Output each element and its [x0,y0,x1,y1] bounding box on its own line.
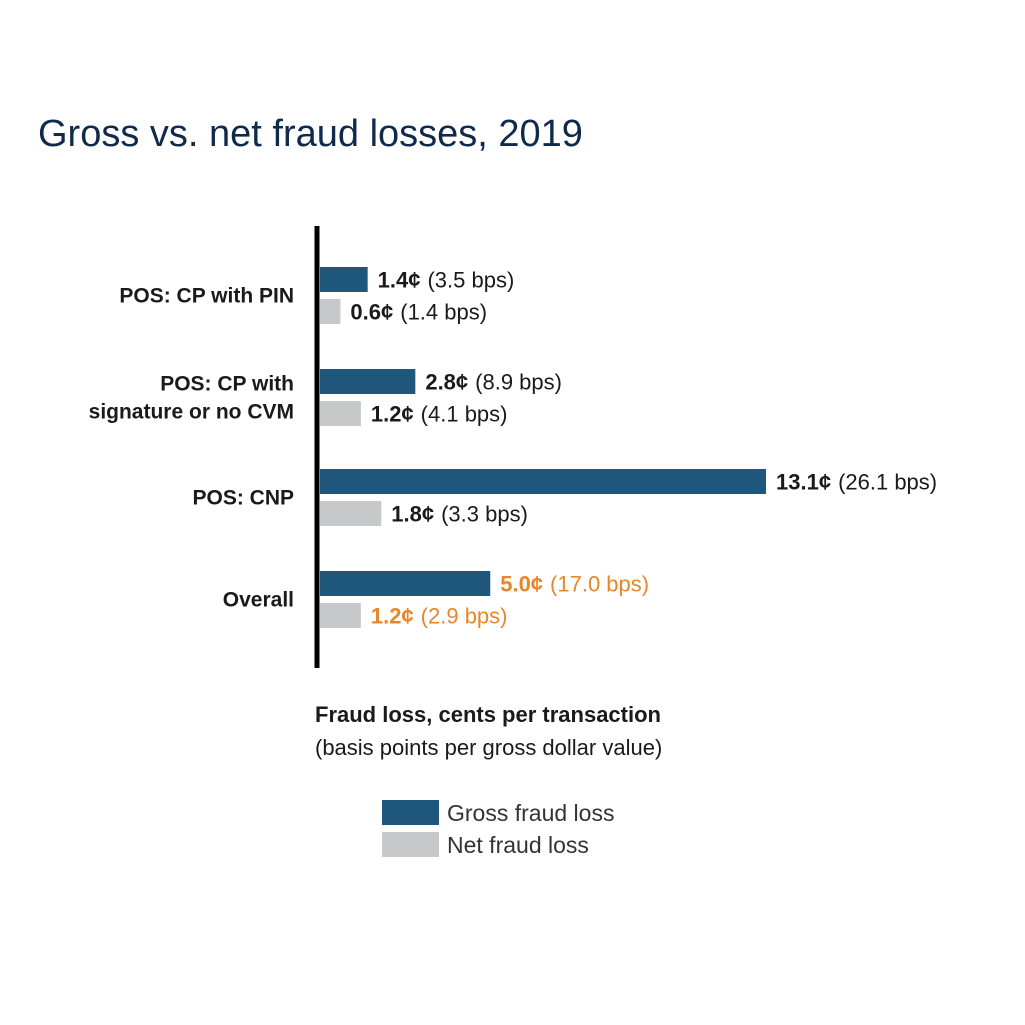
legend-label: Net fraud loss [447,832,589,858]
value-label-main: 1.2¢ [371,402,414,427]
chart-title: Gross vs. net fraud losses, 2019 [38,113,583,155]
net-bar [320,603,361,628]
net-bar [320,299,341,324]
value-label: 1.8¢ (3.3 bps) [391,502,528,527]
net-bar [320,401,361,426]
value-label-bps: (2.9 bps) [421,604,508,629]
legend-label: Gross fraud loss [447,800,614,826]
value-label: 1.2¢ (2.9 bps) [371,604,508,629]
category-label: Overall [223,589,294,612]
category-label-line: signature or no CVM [89,401,294,424]
x-axis-title: Fraud loss, cents per transaction [315,702,661,727]
category-label: POS: CNP [192,487,294,510]
category-label-line: POS: CNP [192,487,294,510]
value-label-bps: (4.1 bps) [421,402,508,427]
category-label-line: Overall [223,589,294,612]
legend: Gross fraud loss Net fraud loss [382,800,614,858]
value-label: 13.1¢ (26.1 bps) [776,470,937,495]
value-label-bps: (8.9 bps) [475,370,562,395]
value-label-main: 1.8¢ [391,502,434,527]
net-bar [320,501,382,526]
category-label: POS: CP with signature or no CVM [89,373,294,424]
gross-bar [320,469,766,494]
gross-bar [320,369,416,394]
value-label-bps: (26.1 bps) [838,470,937,495]
value-label: 5.0¢ (17.0 bps) [500,572,649,597]
value-label: 1.2¢ (4.1 bps) [371,402,508,427]
value-label-bps: (3.3 bps) [441,502,528,527]
value-label-main: 1.4¢ [378,268,421,293]
value-label: 2.8¢ (8.9 bps) [425,370,562,395]
category-label-line: POS: CP with [160,373,294,396]
legend-swatch [382,832,439,857]
value-label-bps: (3.5 bps) [427,268,514,293]
category-label-line: POS: CP with PIN [119,285,294,308]
value-label-bps: (17.0 bps) [550,572,649,597]
legend-swatch [382,800,439,825]
bars-layer: POS: CP with PIN 1.4¢ (3.5 bps) 0.6¢ (1.4 bp… [89,267,937,629]
value-label-main: 13.1¢ [776,470,831,495]
value-label-bps: (1.4 bps) [400,300,487,325]
gross-bar [320,267,368,292]
x-axis-subtitle: (basis points per gross dollar value) [315,735,662,760]
value-label: 1.4¢ (3.5 bps) [378,268,515,293]
gross-bar [320,571,491,596]
value-label-main: 5.0¢ [500,572,543,597]
value-label-main: 0.6¢ [350,300,393,325]
value-label-main: 2.8¢ [425,370,468,395]
value-label-main: 1.2¢ [371,604,414,629]
category-label: POS: CP with PIN [119,285,294,308]
value-label: 0.6¢ (1.4 bps) [350,300,487,325]
